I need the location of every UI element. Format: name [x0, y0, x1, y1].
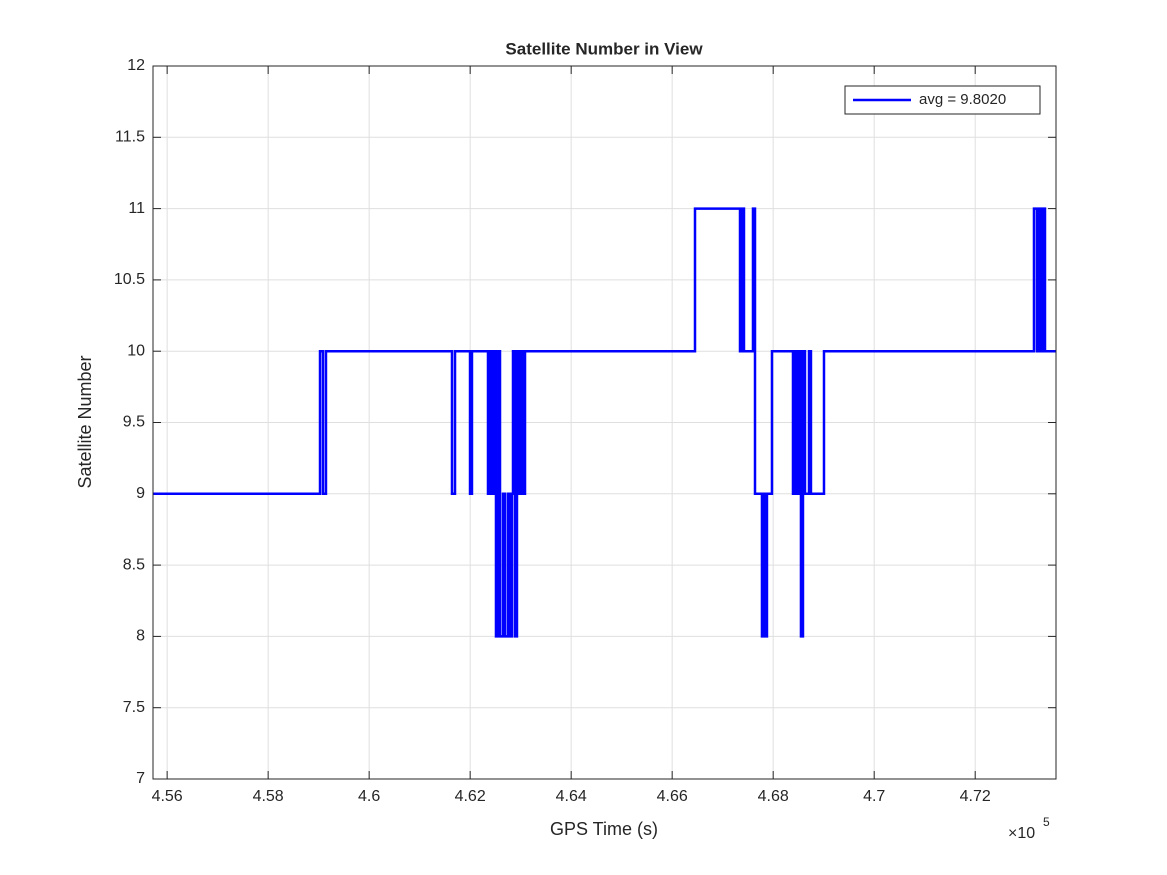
y-tick-label: 7.5 — [123, 699, 145, 716]
x-scale-power: 5 — [1043, 815, 1050, 829]
x-tick-label: 4.58 — [253, 788, 284, 805]
x-tick-label: 4.56 — [152, 788, 183, 805]
x-axis-label: GPS Time (s) — [550, 819, 658, 839]
y-tick-label: 10.5 — [114, 271, 145, 288]
y-tick-label: 12 — [127, 57, 145, 74]
y-axis-label: Satellite Number — [75, 355, 95, 488]
y-tick-label: 11 — [128, 200, 145, 217]
plot-frame — [152, 65, 1057, 780]
legend-label: avg = 9.8020 — [919, 91, 1006, 108]
y-tick-label: 9.5 — [123, 414, 145, 431]
x-tick-label: 4.7 — [863, 788, 885, 805]
data-line — [153, 207, 1056, 638]
y-tick-label: 7 — [136, 770, 145, 787]
y-tick-label: 8 — [136, 628, 145, 645]
x-scale-base: ×10 — [1008, 825, 1035, 842]
x-tick-label: 4.64 — [556, 788, 587, 805]
x-tick-label: 4.72 — [960, 788, 991, 805]
chart-title: Satellite Number in View — [505, 39, 703, 58]
legend: avg = 9.8020 — [844, 85, 1041, 115]
y-tick-label: 9 — [136, 485, 145, 502]
x-tick-label: 4.66 — [657, 788, 688, 805]
y-tick-label: 11.5 — [115, 129, 145, 146]
x-tick-label: 4.62 — [455, 788, 486, 805]
x-tick-label: 4.68 — [758, 788, 789, 805]
y-tick-label: 8.5 — [123, 556, 145, 573]
y-tick-label: 10 — [127, 342, 145, 359]
x-tick-label: 4.6 — [358, 788, 380, 805]
